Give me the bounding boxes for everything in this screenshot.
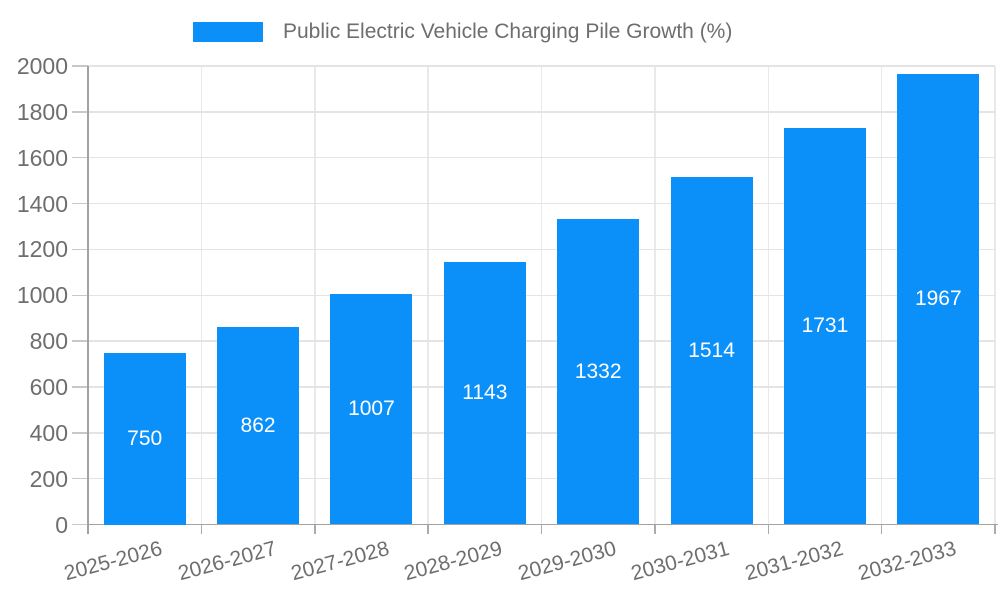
bar-value-label: 862 bbox=[240, 413, 276, 437]
y-tick-label: 600 bbox=[29, 373, 68, 400]
v-gridline bbox=[994, 66, 996, 525]
y-axis-tick bbox=[72, 340, 88, 342]
bar-2029-2030 bbox=[557, 219, 640, 525]
x-axis-tick bbox=[994, 524, 996, 534]
y-tick-label: 1200 bbox=[16, 236, 68, 263]
x-tick-label: 2026-2027 bbox=[175, 536, 279, 586]
h-gridline bbox=[88, 65, 995, 67]
bar-2027-2028 bbox=[330, 293, 413, 525]
y-axis-tick bbox=[72, 111, 88, 113]
y-tick-label: 400 bbox=[29, 419, 68, 446]
h-gridline bbox=[88, 294, 995, 296]
x-axis-tick bbox=[314, 524, 316, 534]
bar-2032-2033 bbox=[897, 73, 980, 525]
x-axis-line bbox=[86, 523, 998, 526]
h-gridline bbox=[88, 432, 995, 434]
y-axis-tick bbox=[72, 477, 88, 480]
x-axis-tick bbox=[200, 524, 203, 534]
y-tick-label: 2000 bbox=[16, 53, 68, 79]
x-tick-label: 2030-2031 bbox=[628, 536, 732, 586]
x-tick-label: 2031-2032 bbox=[742, 536, 846, 586]
y-tick-label: 1600 bbox=[16, 144, 68, 171]
y-tick-label: 1800 bbox=[16, 98, 68, 125]
y-axis-tick bbox=[72, 432, 88, 434]
y-axis-tick bbox=[72, 65, 88, 67]
bar-2025-2026 bbox=[103, 352, 186, 525]
x-axis-tick bbox=[880, 524, 883, 534]
h-gridline bbox=[88, 386, 995, 388]
y-tick-label: 1400 bbox=[16, 190, 68, 217]
h-gridline bbox=[88, 111, 995, 113]
bar-value-label: 750 bbox=[127, 426, 163, 450]
y-axis-tick bbox=[72, 523, 88, 526]
bar-value-label: 1731 bbox=[801, 314, 849, 338]
x-axis-tick bbox=[767, 524, 769, 534]
x-axis-tick bbox=[654, 524, 656, 534]
bar-value-label: 1143 bbox=[462, 381, 508, 405]
y-axis-tick bbox=[72, 248, 88, 251]
bar-2031-2032 bbox=[783, 127, 866, 525]
x-axis-tick bbox=[427, 524, 429, 534]
x-tick-label: 2028-2029 bbox=[402, 536, 506, 586]
x-tick-label: 2025-2026 bbox=[61, 536, 165, 586]
legend-label: Public Electric Vehicle Charging Pile Gr… bbox=[283, 20, 733, 43]
bar-2030-2031 bbox=[670, 177, 753, 525]
y-tick-label: 0 bbox=[55, 511, 68, 538]
h-gridline bbox=[88, 202, 995, 205]
y-tick-label: 1000 bbox=[16, 282, 68, 309]
y-axis-tick bbox=[72, 294, 88, 296]
y-axis-tick bbox=[72, 156, 88, 159]
bar-value-label: 1967 bbox=[914, 287, 962, 311]
x-tick-label: 2029-2030 bbox=[515, 536, 619, 586]
h-gridline bbox=[88, 248, 995, 251]
h-gridline bbox=[88, 340, 995, 342]
x-axis-tick bbox=[540, 524, 543, 534]
h-gridline bbox=[88, 477, 995, 480]
bar-value-label: 1332 bbox=[574, 359, 622, 383]
y-axis-tick bbox=[72, 202, 88, 205]
h-gridline bbox=[88, 156, 995, 159]
y-axis-tick bbox=[72, 386, 88, 388]
x-tick-label: 2027-2028 bbox=[288, 536, 392, 586]
bar-2026-2027 bbox=[217, 326, 300, 525]
y-axis-line bbox=[87, 66, 89, 534]
bar-value-label: 1514 bbox=[688, 338, 735, 362]
legend[interactable]: Public Electric Vehicle Charging Pile Gr… bbox=[193, 19, 732, 45]
y-tick-label: 800 bbox=[29, 328, 68, 355]
bar-2028-2029 bbox=[443, 262, 526, 525]
y-tick-label: 200 bbox=[29, 465, 68, 492]
bar-value-label: 1007 bbox=[348, 397, 395, 421]
x-tick-label: 2032-2033 bbox=[855, 536, 959, 586]
legend-swatch bbox=[193, 22, 263, 42]
